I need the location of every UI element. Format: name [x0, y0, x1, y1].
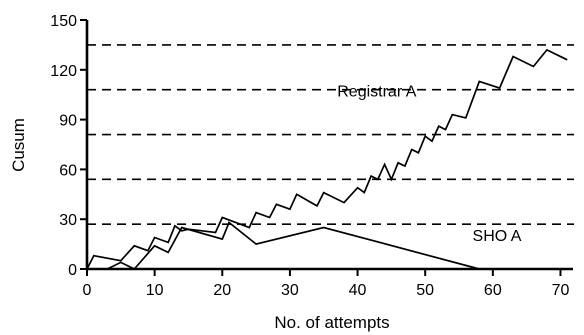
- series-line-0: [86, 48, 568, 270]
- ticks: 0 10 20 30 40 50 60 70 0 30 60 90 120 150: [50, 13, 569, 299]
- y-axis-title: Cusum: [9, 118, 28, 172]
- y-tick-label: 150: [50, 13, 77, 30]
- series-label: Registrar A: [337, 83, 416, 100]
- reference-lines: [87, 44, 574, 225]
- x-tick-label: 40: [349, 282, 367, 299]
- x-axis-title: No. of attempts: [274, 313, 389, 332]
- y-tick-label: 90: [59, 113, 77, 130]
- x-tick-label: 50: [416, 282, 434, 299]
- series-lines: [86, 48, 568, 271]
- y-tick-label: 120: [50, 63, 77, 80]
- x-tick-label: 10: [146, 282, 164, 299]
- y-tick-label: 30: [59, 212, 77, 229]
- series-label: SHO A: [473, 228, 522, 245]
- y-tick-label: 60: [59, 162, 77, 179]
- x-tick-label: 30: [281, 282, 299, 299]
- series-line-1: [87, 221, 480, 271]
- x-tick-label: 20: [213, 282, 231, 299]
- x-tick-label: 0: [83, 282, 92, 299]
- labels: Registrar A SHO A: [337, 83, 522, 244]
- x-tick-label: 60: [484, 282, 502, 299]
- x-tick-label: 70: [552, 282, 570, 299]
- y-tick-label: 0: [68, 262, 77, 279]
